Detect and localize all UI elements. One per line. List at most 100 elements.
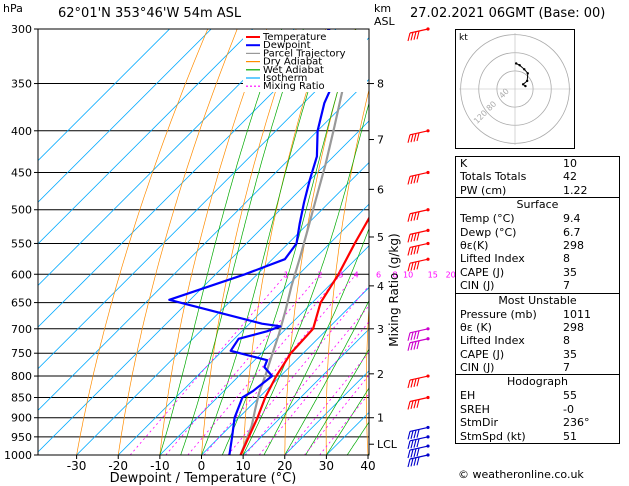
hodograph-point — [526, 72, 529, 75]
pressure-label: 350 — [11, 78, 32, 91]
hodograph-param-label: EH — [460, 389, 476, 403]
mixing-ratio-line — [284, 351, 369, 455]
location-title: 62°01'N 353°46'W 54m ASL — [58, 6, 242, 21]
mixing-ratio-line — [203, 273, 357, 455]
pressure-label: 800 — [11, 370, 32, 383]
index-label: Totals Totals — [460, 170, 527, 184]
hodograph-title: Hodograph — [507, 375, 568, 389]
isotherm-line — [76, 162, 369, 455]
mixing-ratio-label: 4 — [354, 270, 359, 279]
hodograph-param-value: 51 — [563, 429, 577, 443]
legend-entry: Dry Adiabat — [263, 57, 322, 68]
most-unstable-row: Pressure (mb) 1011 — [456, 308, 619, 321]
wet-adiabat-line — [263, 227, 369, 455]
surface-label: Lifted Index — [460, 252, 525, 266]
dry-adiabat-line — [117, 29, 238, 455]
most-unstable-label: θε (K) — [460, 320, 492, 334]
pressure-label: 750 — [11, 347, 32, 360]
dry-adiabat-line — [284, 29, 356, 455]
km-label: 7 — [377, 134, 384, 147]
hodograph-param-value: -0 — [563, 402, 574, 416]
plot-frame — [37, 28, 370, 456]
most-unstable-value: 298 — [563, 320, 584, 334]
pressure-label: 1000 — [4, 449, 32, 462]
hodograph-param-row: SREH -0 — [456, 403, 619, 416]
x-tick-label: 30 — [319, 459, 334, 473]
hodograph-param-label: StmSpd (kt) — [460, 429, 526, 443]
hodograph-point — [521, 83, 525, 86]
isotherm-line — [38, 29, 296, 287]
hodograph-param-label: SREH — [460, 402, 490, 416]
isotherm-line — [242, 328, 369, 455]
most-unstable-value: 1011 — [563, 307, 591, 321]
temperature-series — [239, 216, 369, 455]
x-tick-label: 20 — [277, 459, 292, 473]
dry-adiabat-line — [76, 29, 209, 455]
x-tick-label: 10 — [235, 459, 250, 473]
pressure-label: 650 — [11, 297, 32, 310]
hodograph-param-row: EH 55 — [456, 389, 619, 402]
surface-value: 6.7 — [563, 225, 581, 239]
mixing-ratio-label: 2 — [317, 270, 322, 279]
hodograph-param-value: 55 — [563, 389, 577, 403]
mixing-ratio-line — [227, 285, 369, 455]
most-unstable-value: 35 — [563, 347, 577, 361]
most-unstable-row: θε (K) 298 — [456, 321, 619, 334]
right-unit-asl: ASL — [374, 15, 395, 28]
pressure-label: 950 — [11, 431, 32, 444]
hodograph-section: Hodograph EH 55 SREH -0 StmDir 236° StmSpd (kt… — [456, 374, 619, 443]
most-unstable-label: Lifted Index — [460, 334, 525, 348]
x-tick-label: -20 — [108, 459, 128, 473]
wind-barb-icon — [407, 27, 430, 42]
pressure-label: 300 — [11, 23, 32, 36]
km-label: 1 — [377, 412, 384, 425]
hodograph-point — [525, 79, 529, 83]
pressure-label: 700 — [11, 323, 32, 336]
surface-row: Temp (°C) 9.4 — [456, 212, 619, 225]
left-unit: hPa — [3, 2, 23, 15]
wind-barb-icon — [407, 129, 430, 143]
x-axis-label: Dewpoint / Temperature (°C) — [110, 471, 297, 486]
pressure-label: 550 — [11, 237, 32, 250]
pressure-label: 400 — [11, 125, 32, 138]
wind-barb-icon — [407, 435, 430, 449]
surface-value: 298 — [563, 238, 584, 252]
legend-background — [243, 30, 367, 92]
x-tick-label: -30 — [67, 459, 87, 473]
most-unstable-label: CIN (J) — [460, 361, 495, 375]
wet-adiabat-line — [242, 101, 369, 455]
isotherm-line — [117, 203, 369, 455]
wind-barb-icon — [407, 208, 430, 222]
mixing-ratio-label: 6 — [376, 270, 381, 279]
pressure-label: 450 — [11, 166, 32, 179]
pressure-label: 600 — [11, 268, 32, 281]
wind-barb-icon — [407, 374, 430, 389]
right-unit-km: km — [374, 2, 392, 15]
index-value: 42 — [563, 170, 577, 184]
hodograph-param-value: 236° — [563, 416, 590, 430]
isotherm-line — [38, 120, 369, 453]
mixing-ratio-label: 3 — [338, 270, 343, 279]
index-row: K 10 — [456, 157, 619, 170]
surface-value: 35 — [563, 265, 577, 279]
surface-label: Temp (°C) — [460, 212, 515, 226]
datetime-title: 27.02.2021 06GMT (Base: 00) — [410, 6, 606, 21]
km-label: LCL — [377, 438, 398, 451]
wet-adiabat-line — [326, 387, 369, 455]
legend-entry: Mixing Ratio — [263, 81, 325, 92]
stats-panel: K 10 Totals Totals 42 PW (cm) 1.22 Surface Te… — [455, 156, 620, 445]
hodograph-param-row: StmSpd (kt) 51 — [456, 430, 619, 443]
most-unstable-value: 8 — [563, 334, 570, 348]
surface-value: 8 — [563, 252, 570, 266]
mixing-ratio-label: 20 — [446, 270, 456, 279]
most-unstable-row: CIN (J) 7 — [456, 361, 619, 374]
wind-barb-icon — [407, 395, 430, 410]
legend-entry: Temperature — [262, 32, 326, 43]
index-label: PW (cm) — [460, 183, 507, 197]
dewpoint-series — [168, 29, 344, 455]
legend-entry: Dewpoint — [263, 40, 311, 51]
wet-adiabat-line — [180, 29, 304, 455]
index-value: 10 — [563, 157, 577, 170]
mixing-ratio-label: 15 — [428, 270, 438, 279]
